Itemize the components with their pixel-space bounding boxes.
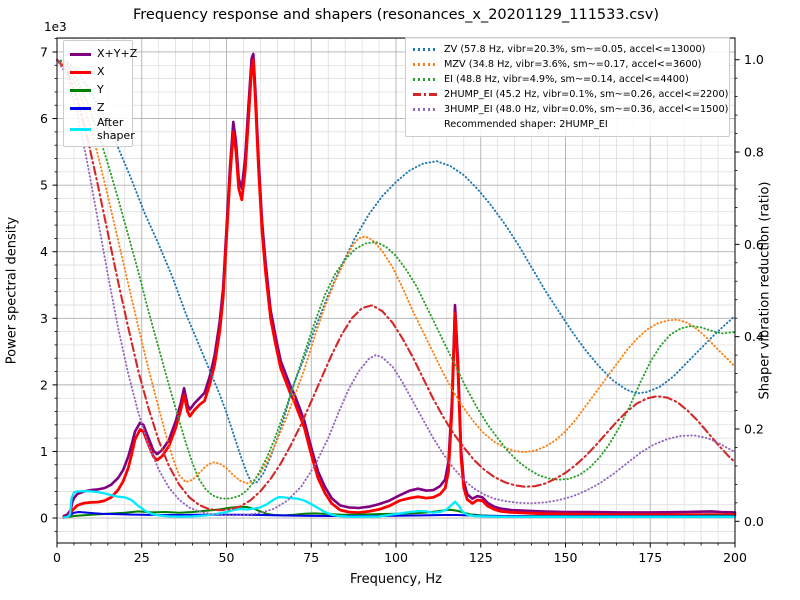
y-right-tick-label: 0.4 (744, 329, 764, 344)
y-right-tick-label: 0.6 (744, 237, 764, 252)
chart-title: Frequency response and shapers (resonanc… (133, 7, 659, 23)
y-axis-label-right: Shaper vibration reduction (ratio) (757, 181, 773, 400)
legend-entry-label: 2HUMP_EI (45.2 Hz, vibr=0.1%, sm~=0.26, … (444, 88, 729, 100)
legend-line-sample (413, 108, 437, 111)
legend-recommended-shaper-note: Recommended shaper: 2HUMP_EI (413, 117, 721, 132)
x-tick-label: 125 (469, 550, 493, 565)
x-tick-label: 75 (303, 550, 319, 565)
y-left-tick-label: 7 (40, 44, 48, 59)
y-right-tick-label: 0.2 (744, 421, 764, 436)
legend-entry-label: ZV (57.8 Hz, vibr=20.3%, sm~=0.05, accel… (444, 43, 706, 55)
y-left-tick-label: 3 (40, 311, 48, 326)
legend-entry-label: 3HUMP_EI (48.0 Hz, vibr=0.0%, sm~=0.36, … (444, 103, 729, 115)
series-zv (56, 58, 736, 485)
y-left-tick-label: 4 (40, 244, 48, 259)
legend-entry-3hump-ei: 3HUMP_EI (48.0 Hz, vibr=0.0%, sm~=0.36, … (413, 102, 728, 117)
x-tick-label: 100 (384, 550, 408, 565)
legend-entry-mzv: MZV (34.8 Hz, vibr=3.6%, sm~=0.17, accel… (413, 57, 721, 72)
series-after-shaper (62, 489, 737, 519)
legend-line-sample (413, 63, 437, 66)
legend-entry-label: X+Y+Z (97, 46, 138, 60)
legend-line-sample (413, 48, 437, 51)
y-right-tick-label: 1.0 (744, 52, 764, 67)
legend-entry-y: Y (70, 81, 125, 99)
x-tick-label: 50 (219, 550, 235, 565)
x-tick-label: 0 (53, 550, 61, 565)
y-axis-label-left: Power spectral density (4, 216, 20, 365)
series-mzv (56, 58, 736, 485)
y-left-tick-label: 5 (40, 178, 48, 193)
y-left-tick-label: 2 (40, 377, 48, 392)
legend-entry-label: Z (97, 100, 105, 114)
legend-entry-label: X (97, 64, 105, 78)
legend-entry-ei: EI (48.8 Hz, vibr=4.9%, sm~=0.14, accel<… (413, 72, 721, 87)
y-left-tick-label: 6 (40, 111, 48, 126)
legend-entry-zv: ZV (57.8 Hz, vibr=20.3%, sm~=0.05, accel… (413, 42, 721, 57)
legend-entry-x-y-z: X+Y+Z (70, 45, 137, 63)
legend-entry-label: MZV (34.8 Hz, vibr=3.6%, sm~=0.17, accel… (444, 58, 702, 70)
legend-entry-label: Y (97, 82, 104, 96)
series-ei (56, 58, 736, 500)
legend-entry-after-shaper: After shaper (70, 116, 135, 142)
legend-line-sample (70, 128, 91, 132)
y-left-tick-label: 0 (40, 511, 48, 526)
legend-line-sample (70, 88, 91, 92)
y-right-tick-label: 0.8 (744, 145, 764, 160)
legend-psd: X+Y+Z X Y Z After shaper (63, 40, 137, 148)
legend-entry-2hump-ei: 2HUMP_EI (45.2 Hz, vibr=0.1%, sm~=0.26, … (413, 87, 728, 102)
legend-line-sample (413, 93, 437, 96)
legend-line-sample (70, 52, 91, 56)
series-2hump-ei (55, 58, 737, 512)
legend-entry-x: X (70, 63, 125, 81)
legend-entry-z: Z (70, 99, 125, 117)
legend-entry-label: After shaper (97, 116, 135, 142)
y-left-tick-label: 1 (40, 444, 48, 459)
series-x (62, 58, 737, 519)
x-axis-label: Frequency, Hz (349, 572, 443, 587)
legend-note-text: Recommended shaper: 2HUMP_EI (444, 118, 608, 130)
legend-line-sample (70, 70, 91, 74)
x-tick-label: 25 (134, 550, 150, 565)
legend-line-sample (413, 78, 437, 81)
legend-line-sample (70, 106, 91, 110)
y-axis-offset-label: 1e3 (44, 20, 67, 34)
y-right-tick-label: 0.0 (744, 514, 764, 529)
legend-entry-label: EI (48.8 Hz, vibr=4.9%, sm~=0.14, accel<… (444, 73, 689, 85)
x-tick-label: 200 (723, 550, 747, 565)
x-tick-label: 175 (638, 550, 662, 565)
series-3hump-ei (56, 58, 736, 517)
x-tick-label: 150 (554, 550, 578, 565)
legend-shapers: ZV (57.8 Hz, vibr=20.3%, sm~=0.05, accel… (405, 37, 730, 137)
